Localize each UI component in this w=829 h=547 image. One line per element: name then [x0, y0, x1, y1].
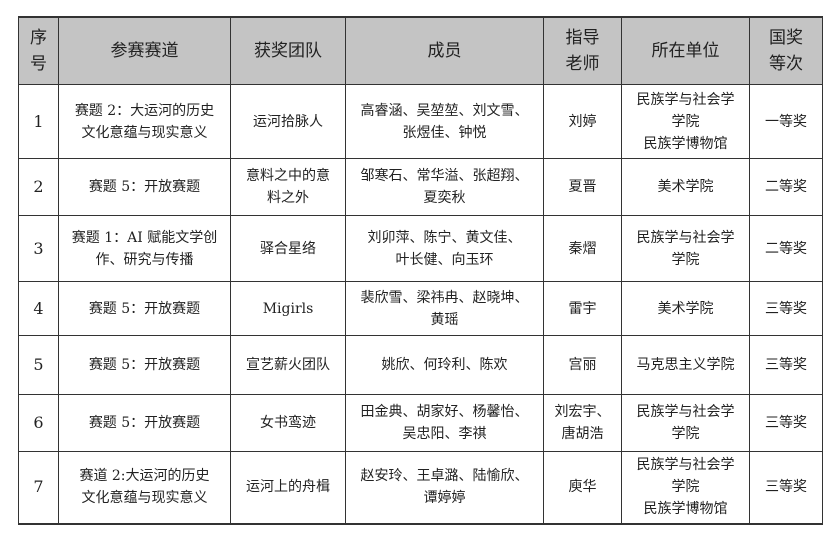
table-row: 3 赛题 1：AI 赋能文学创 作、研究与传播 驿合星络 刘卯萍、陈宁、黄文佳、 叶长… [18, 215, 823, 282]
header-unit: 所在单位 [621, 16, 750, 85]
cell-unit: 民族学与社会学 学院 [621, 215, 750, 282]
cell-no: 3 [18, 215, 59, 282]
table-row: 7 赛道 2:大运河的历史 文化意蕴与现实意义 运河上的舟楫 赵安玲、王卓潞、陆愉欣、… [18, 451, 823, 524]
cell-members: 高睿涵、吴堃堃、刘文雪、 张煜佳、钟悦 [345, 84, 544, 159]
cell-advisor: 宫丽 [543, 335, 622, 395]
cell-no: 5 [18, 335, 59, 395]
cell-unit: 美术学院 [621, 281, 750, 336]
header-row: 序 号 参赛赛道 获奖团队 成员 指导 老师 所在单位 国奖 等次 [18, 16, 823, 85]
cell-members: 裴欣雪、梁祎冉、赵晓坤、 黄瑶 [345, 281, 544, 336]
header-members: 成员 [345, 16, 544, 85]
cell-track: 赛题 1：AI 赋能文学创 作、研究与传播 [58, 215, 231, 282]
cell-team: 运河拾脉人 [230, 84, 346, 159]
header-no: 序 号 [18, 16, 59, 85]
cell-track: 赛道 2:大运河的历史 文化意蕴与现实意义 [58, 451, 231, 524]
cell-unit: 马克思主义学院 [621, 335, 750, 395]
cell-award: 三等奖 [749, 394, 823, 452]
header-award: 国奖 等次 [749, 16, 823, 85]
cell-unit: 美术学院 [621, 158, 750, 216]
cell-team: 意料之中的意 料之外 [230, 158, 346, 216]
cell-team: 驿合星络 [230, 215, 346, 282]
header-advisor: 指导 老师 [543, 16, 622, 85]
table-row: 4 赛题 5：开放赛题 Migirls 裴欣雪、梁祎冉、赵晓坤、 黄瑶 雷宇 美术学院 三等… [18, 281, 823, 336]
cell-award: 二等奖 [749, 158, 823, 216]
cell-track: 赛题 5：开放赛题 [58, 158, 231, 216]
table-row: 1 赛题 2：大运河的历史 文化意蕴与现实意义 运河拾脉人 高睿涵、吴堃堃、刘文雪、 … [18, 84, 823, 159]
table-row: 6 赛题 5：开放赛题 女书鸾迹 田金典、胡家好、杨馨怡、 吴忠阳、李祺 刘宏宇、 唐胡… [18, 394, 823, 452]
cell-members: 田金典、胡家好、杨馨怡、 吴忠阳、李祺 [345, 394, 544, 452]
cell-advisor: 庾华 [543, 451, 622, 524]
table-row: 2 赛题 5：开放赛题 意料之中的意 料之外 邹寒石、常华溢、张超翔、 夏奕秋 夏晋 美术… [18, 158, 823, 216]
cell-track: 赛题 5：开放赛题 [58, 394, 231, 452]
cell-team: Migirls [230, 281, 346, 336]
cell-award: 三等奖 [749, 281, 823, 336]
cell-advisor: 雷宇 [543, 281, 622, 336]
cell-members: 邹寒石、常华溢、张超翔、 夏奕秋 [345, 158, 544, 216]
cell-team: 运河上的舟楫 [230, 451, 346, 524]
cell-no: 6 [18, 394, 59, 452]
table-row: 5 赛题 5：开放赛题 宣艺薪火团队 姚欣、何玲利、陈欢 宫丽 马克思主义学院 三等奖 [18, 335, 823, 395]
cell-advisor: 夏晋 [543, 158, 622, 216]
cell-track: 赛题 5：开放赛题 [58, 281, 231, 336]
cell-award: 二等奖 [749, 215, 823, 282]
cell-advisor: 秦熠 [543, 215, 622, 282]
header-team: 获奖团队 [230, 16, 346, 85]
cell-award: 一等奖 [749, 84, 823, 159]
cell-award: 三等奖 [749, 335, 823, 395]
awards-table: 序 号 参赛赛道 获奖团队 成员 指导 老师 所在单位 国奖 等次 1 赛题 2：… [18, 16, 823, 525]
cell-track: 赛题 5：开放赛题 [58, 335, 231, 395]
cell-unit: 民族学与社会学 学院 [621, 394, 750, 452]
cell-no: 2 [18, 158, 59, 216]
cell-no: 4 [18, 281, 59, 336]
cell-advisor: 刘婷 [543, 84, 622, 159]
cell-members: 姚欣、何玲利、陈欢 [345, 335, 544, 395]
cell-members: 赵安玲、王卓潞、陆愉欣、 谭婷婷 [345, 451, 544, 524]
cell-no: 1 [18, 84, 59, 159]
cell-team: 女书鸾迹 [230, 394, 346, 452]
cell-unit: 民族学与社会学 学院 民族学博物馆 [621, 84, 750, 159]
cell-unit: 民族学与社会学 学院 民族学博物馆 [621, 451, 750, 524]
header-track: 参赛赛道 [58, 16, 231, 85]
cell-team: 宣艺薪火团队 [230, 335, 346, 395]
cell-advisor: 刘宏宇、 唐胡浩 [543, 394, 622, 452]
cell-award: 三等奖 [749, 451, 823, 524]
cell-no: 7 [18, 451, 59, 524]
cell-members: 刘卯萍、陈宁、黄文佳、 叶长健、向玉环 [345, 215, 544, 282]
cell-track: 赛题 2：大运河的历史 文化意蕴与现实意义 [58, 84, 231, 159]
